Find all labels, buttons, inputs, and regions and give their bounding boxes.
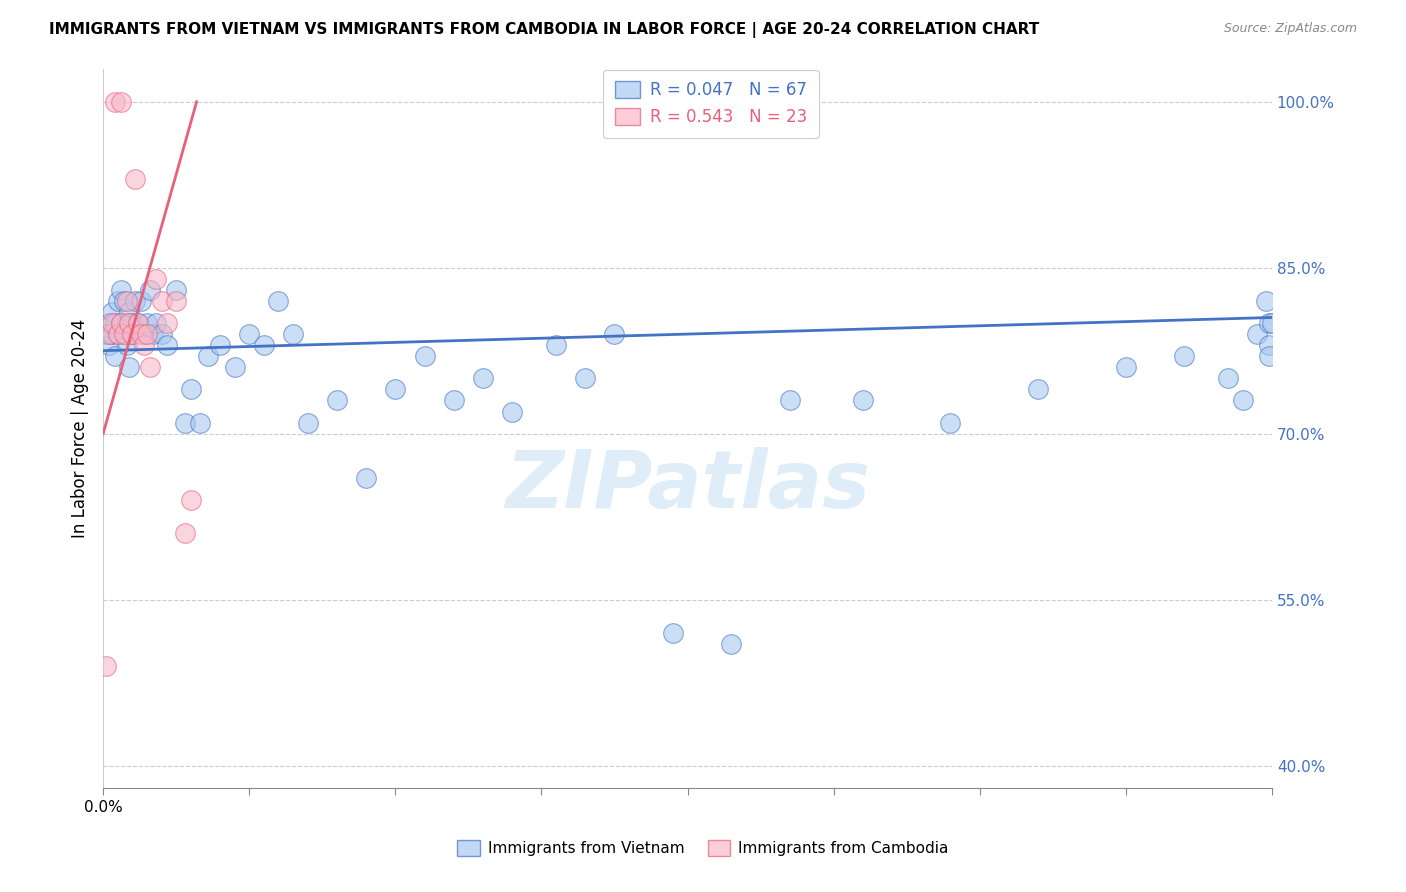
Point: [104, 316, 127, 330]
Point: [118, 305, 141, 319]
Point: [101, 327, 124, 342]
Point: [121, 316, 143, 330]
Point: [145, 316, 167, 330]
Point: [1216, 371, 1239, 385]
Point: [574, 371, 596, 385]
Point: [136, 327, 159, 342]
Point: [1232, 393, 1254, 408]
Point: [720, 637, 742, 651]
Point: [208, 338, 231, 352]
Point: [1258, 316, 1281, 330]
Point: [115, 293, 138, 308]
Point: [197, 349, 219, 363]
Point: [124, 293, 146, 308]
Point: [1246, 327, 1268, 342]
Point: [115, 338, 138, 352]
Point: [165, 283, 187, 297]
Point: [127, 316, 149, 330]
Point: [297, 416, 319, 430]
Legend: R = 0.047   N = 67, R = 0.543   N = 23: R = 0.047 N = 67, R = 0.543 N = 23: [603, 70, 818, 137]
Point: [104, 95, 127, 109]
Point: [129, 293, 152, 308]
Text: Source: ZipAtlas.com: Source: ZipAtlas.com: [1223, 22, 1357, 36]
Point: [145, 272, 167, 286]
Point: [94, 327, 117, 342]
Point: [98, 316, 121, 330]
Point: [779, 393, 801, 408]
Point: [121, 327, 143, 342]
Point: [94, 659, 117, 673]
Point: [98, 338, 121, 352]
Point: [852, 393, 875, 408]
Point: [238, 327, 260, 342]
Point: [1173, 349, 1195, 363]
Point: [174, 526, 197, 541]
Point: [112, 327, 135, 342]
Point: [1261, 316, 1284, 330]
Point: [501, 404, 523, 418]
Point: [603, 327, 626, 342]
Point: [174, 416, 197, 430]
Point: [354, 471, 377, 485]
Point: [150, 327, 173, 342]
Legend: Immigrants from Vietnam, Immigrants from Cambodia: Immigrants from Vietnam, Immigrants from…: [451, 834, 955, 862]
Point: [124, 172, 146, 186]
Point: [107, 293, 129, 308]
Text: ZIPatlas: ZIPatlas: [505, 447, 870, 524]
Point: [132, 338, 155, 352]
Point: [180, 493, 202, 508]
Point: [150, 293, 173, 308]
Point: [326, 393, 349, 408]
Point: [121, 327, 143, 342]
Point: [224, 360, 246, 375]
Point: [142, 327, 165, 342]
Point: [1026, 383, 1049, 397]
Point: [156, 316, 179, 330]
Point: [156, 338, 179, 352]
Point: [107, 327, 129, 342]
Point: [110, 95, 132, 109]
Point: [110, 316, 132, 330]
Point: [132, 327, 155, 342]
Point: [101, 316, 124, 330]
Point: [112, 293, 135, 308]
Y-axis label: In Labor Force | Age 20-24: In Labor Force | Age 20-24: [72, 318, 89, 538]
Point: [1115, 360, 1137, 375]
Point: [472, 371, 495, 385]
Point: [136, 316, 159, 330]
Point: [127, 316, 149, 330]
Point: [1254, 293, 1277, 308]
Point: [544, 338, 567, 352]
Point: [129, 327, 152, 342]
Point: [118, 360, 141, 375]
Text: IMMIGRANTS FROM VIETNAM VS IMMIGRANTS FROM CAMBODIA IN LABOR FORCE | AGE 20-24 C: IMMIGRANTS FROM VIETNAM VS IMMIGRANTS FR…: [49, 22, 1039, 38]
Point: [939, 416, 962, 430]
Point: [101, 305, 124, 319]
Point: [662, 625, 685, 640]
Point: [1258, 338, 1281, 352]
Point: [180, 383, 202, 397]
Point: [1258, 349, 1281, 363]
Point: [110, 283, 132, 297]
Point: [253, 338, 276, 352]
Point: [188, 416, 211, 430]
Point: [139, 360, 162, 375]
Point: [139, 283, 162, 297]
Point: [110, 316, 132, 330]
Point: [165, 293, 187, 308]
Point: [112, 327, 135, 342]
Point: [443, 393, 465, 408]
Point: [413, 349, 436, 363]
Point: [104, 349, 127, 363]
Point: [98, 327, 121, 342]
Point: [384, 383, 406, 397]
Point: [115, 316, 138, 330]
Point: [118, 316, 141, 330]
Point: [267, 293, 290, 308]
Point: [107, 327, 129, 342]
Point: [281, 327, 304, 342]
